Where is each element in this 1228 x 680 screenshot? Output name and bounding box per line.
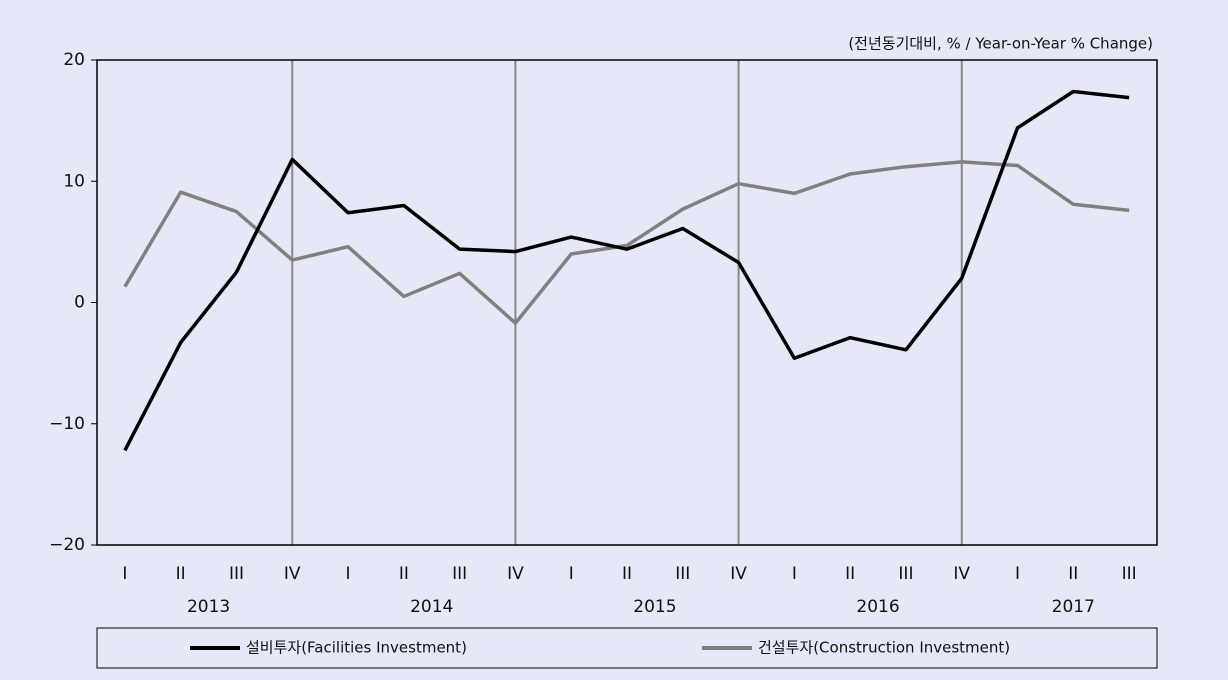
x-tick-label: III bbox=[229, 564, 244, 584]
x-tick-label: II bbox=[1068, 564, 1078, 584]
x-group-label: 2015 bbox=[633, 597, 676, 617]
x-tick-label: III bbox=[898, 564, 913, 584]
x-tick-label: III bbox=[675, 564, 690, 584]
x-tick-label: III bbox=[1122, 564, 1137, 584]
x-tick-label: II bbox=[176, 564, 186, 584]
x-tick-label: I bbox=[1015, 564, 1020, 584]
x-tick-label: I bbox=[569, 564, 574, 584]
y-tick-label: 20 bbox=[63, 50, 85, 70]
x-tick-label: IV bbox=[730, 564, 747, 584]
x-tick-label: I bbox=[346, 564, 351, 584]
series-line bbox=[123, 89, 1130, 452]
unit-note: (전년동기대비, % / Year-on-Year % Change) bbox=[848, 35, 1153, 53]
y-tick-label: −10 bbox=[49, 414, 85, 434]
legend-label: 설비투자(Facilities Investment) bbox=[246, 639, 467, 657]
x-tick-label: II bbox=[845, 564, 855, 584]
y-tick-label: −20 bbox=[49, 535, 85, 555]
x-group-label: 2017 bbox=[1052, 597, 1095, 617]
x-group-label: 2016 bbox=[856, 597, 899, 617]
y-tick-label: 10 bbox=[63, 171, 85, 191]
x-tick-label: I bbox=[792, 564, 797, 584]
legend-box bbox=[96, 627, 1158, 669]
x-tick-label: I bbox=[122, 564, 127, 584]
y-tick-label: 0 bbox=[74, 293, 85, 313]
x-group-label: 2014 bbox=[410, 597, 453, 617]
x-tick-label: IV bbox=[284, 564, 301, 584]
x-tick-label: IV bbox=[507, 564, 524, 584]
x-tick-label: IV bbox=[953, 564, 970, 584]
x-tick-label: II bbox=[399, 564, 409, 584]
x-tick-label: II bbox=[622, 564, 632, 584]
x-tick-label: III bbox=[452, 564, 467, 584]
legend-label: 건설투자(Construction Investment) bbox=[758, 639, 1010, 657]
series-line bbox=[123, 160, 1130, 325]
x-group-label: 2013 bbox=[187, 597, 230, 617]
